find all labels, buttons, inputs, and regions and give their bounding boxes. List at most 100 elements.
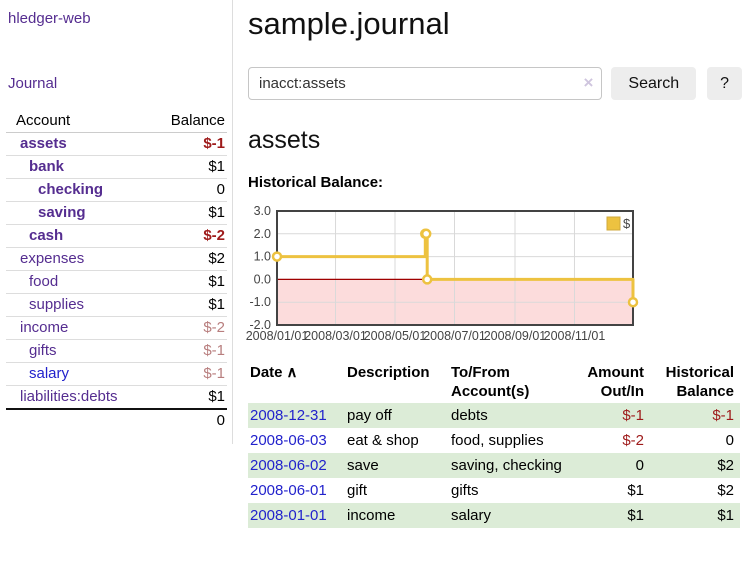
account-balance: $-2: [145, 224, 227, 248]
sidebar-account-supplies[interactable]: supplies: [29, 296, 85, 313]
account-row: liabilities:debts $1: [6, 386, 227, 410]
data-point-marker: [420, 228, 432, 240]
y-axis-tick-label: -2.0: [249, 318, 271, 332]
register-column-description: Description: [347, 364, 430, 381]
account-balance: $1: [145, 155, 227, 179]
account-row: saving $1: [6, 201, 227, 225]
account-balance: $1: [145, 270, 227, 294]
account-row: supplies $1: [6, 293, 227, 317]
x-axis-tick-label: 2008/11/01: [544, 329, 606, 343]
transaction-date-link[interactable]: 2008-12-31: [250, 407, 327, 424]
account-balance: $-1: [145, 362, 227, 386]
transaction-date-link[interactable]: 2008-01-01: [250, 507, 327, 524]
y-axis-tick-label: 1.0: [254, 250, 271, 264]
y-axis-tick-label: 3.0: [254, 204, 271, 218]
legend-swatch: [606, 216, 621, 231]
transaction-balance: $1: [717, 507, 734, 524]
transaction-row: 2008-06-01 gift gifts $1 $2: [248, 478, 740, 503]
sidebar-account-assets[interactable]: assets: [20, 135, 67, 152]
search-help-button[interactable]: ?: [707, 67, 742, 100]
sidebar-account-liabilities-debts[interactable]: liabilities:debts: [20, 388, 118, 405]
y-axis-tick-label: -1.0: [249, 295, 271, 309]
transaction-accounts: salary: [451, 507, 492, 524]
sidebar-account-food[interactable]: food: [29, 273, 59, 290]
search-form: × Search ?: [248, 67, 742, 100]
transaction-balance: 0: [725, 432, 734, 449]
sidebar-item-journal[interactable]: Journal: [8, 75, 58, 92]
x-axis-tick-label: 2008/09/01: [484, 329, 547, 343]
register-table: Date ∧ Description To/From Account(s) Amount O…: [248, 361, 740, 528]
account-balance: $-2: [145, 316, 227, 340]
account-balance: $2: [145, 247, 227, 271]
sidebar-account-income[interactable]: income: [20, 319, 69, 336]
transaction-balance: $-1: [712, 407, 734, 424]
account-balance: $1: [145, 201, 227, 225]
transaction-balance: $2: [717, 482, 734, 499]
transaction-accounts: debts: [451, 407, 488, 424]
transaction-amount: 0: [635, 457, 644, 474]
transaction-row: 2008-06-02 save saving, checking 0 $2: [248, 453, 740, 478]
account-row: income $-2: [6, 316, 227, 340]
sidebar-account-salary[interactable]: salary: [29, 365, 70, 382]
search-input[interactable]: [248, 67, 603, 100]
chart-heading: Historical Balance:: [248, 174, 384, 191]
account-row: cash $-2: [6, 224, 227, 248]
data-point-marker: [627, 296, 639, 308]
accounts-table-body: assets $-1 bank $1 checking 0 saving $1 cash $-2 e…: [6, 132, 227, 410]
account-balance: $1: [145, 293, 227, 317]
account-balance: $-1: [145, 339, 227, 363]
sidebar-account-saving[interactable]: saving: [38, 204, 86, 221]
sort-ascending-icon: ∧: [286, 364, 298, 381]
transaction-date-link[interactable]: 2008-06-03: [250, 432, 327, 449]
transaction-row: 2008-12-31 pay off debts $-1 $-1: [248, 403, 740, 428]
accounts-header-account: Account: [6, 109, 146, 133]
sidebar-account-expenses[interactable]: expenses: [20, 250, 85, 267]
transaction-accounts: food, supplies: [451, 432, 544, 449]
register-column-date[interactable]: Date ∧: [250, 364, 298, 381]
account-balance: $1: [208, 388, 225, 405]
sidebar-account-checking[interactable]: checking: [38, 181, 104, 198]
sidebar-account-gifts[interactable]: gifts: [29, 342, 57, 359]
y-axis-tick-label: 2.0: [254, 227, 271, 241]
register-column-amount: Amount Out/In: [587, 364, 644, 400]
x-axis-tick-label: 2008/01/01: [246, 329, 309, 343]
transaction-amount: $1: [627, 482, 644, 499]
clear-search-icon[interactable]: ×: [583, 73, 594, 92]
accounts-table: Account Balance assets $-1 bank $1 checking 0…: [6, 109, 227, 432]
account-heading: assets: [248, 126, 321, 154]
account-row: assets $-1: [6, 132, 227, 156]
account-row: expenses $2: [6, 247, 227, 271]
x-axis-tick-label: 2008/05/01: [364, 329, 427, 343]
account-row: food $1: [6, 270, 227, 294]
transaction-description: pay off: [347, 407, 392, 424]
legend-label: $: [623, 216, 631, 231]
transaction-description: eat & shop: [347, 432, 419, 449]
historical-balance-chart: 3.0 2.0 1.0 0.0 -1.0 -2.02008/01/012008/03/01…: [246, 204, 639, 343]
sidebar-account-bank[interactable]: bank: [29, 158, 65, 175]
transaction-date-link[interactable]: 2008-06-01: [250, 482, 327, 499]
register-column-historical: Historical Balance: [665, 364, 734, 400]
transaction-row: 2008-06-03 eat & shop food, supplies $-2 0: [248, 428, 740, 453]
account-row: gifts $-1: [6, 339, 227, 363]
account-balance: $-1: [145, 132, 227, 156]
data-point-marker: [271, 251, 283, 262]
transaction-accounts: gifts: [451, 482, 479, 499]
account-row: bank $1: [6, 155, 227, 179]
transaction-description: income: [347, 507, 396, 524]
y-axis-tick-label: 0.0: [254, 272, 271, 286]
account-row: checking 0: [6, 178, 227, 202]
x-axis-tick-label: 2008/03/01: [304, 329, 367, 343]
app-brand-link[interactable]: hledger-web: [8, 10, 91, 27]
register-table-body: 2008-12-31 pay off debts $-1 $-1 2008-06-03 ea…: [248, 403, 740, 528]
sidebar: hledger-web Journal Account Balance asse…: [0, 0, 233, 444]
transaction-description: gift: [347, 482, 368, 499]
transaction-amount: $-2: [622, 432, 644, 449]
accounts-total-row: 0: [6, 408, 227, 432]
transaction-balance: $2: [717, 457, 734, 474]
plot-border: [276, 210, 634, 326]
transaction-amount: $1: [627, 507, 644, 524]
transaction-row: 2008-01-01 income salary $1 $1: [248, 503, 740, 528]
sidebar-account-cash[interactable]: cash: [29, 227, 64, 244]
search-button[interactable]: Search: [611, 67, 697, 100]
transaction-date-link[interactable]: 2008-06-02: [250, 457, 327, 474]
